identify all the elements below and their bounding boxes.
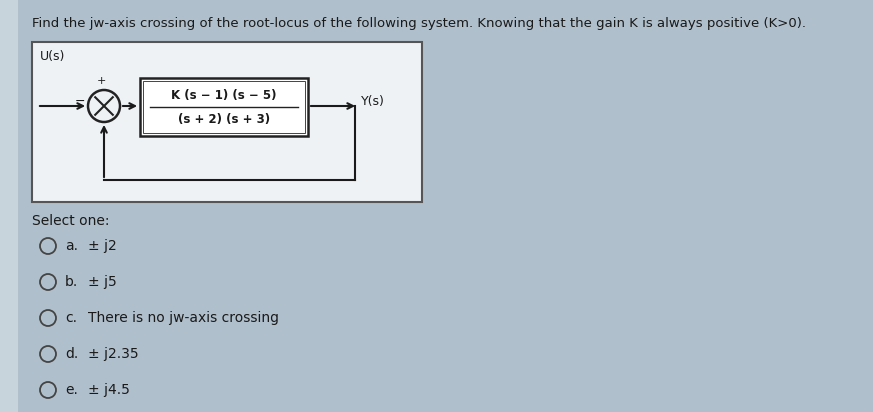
Text: e.: e. (65, 383, 78, 397)
Text: There is no jw-axis crossing: There is no jw-axis crossing (88, 311, 279, 325)
Bar (140, 78, 308, 136)
Text: c.: c. (65, 311, 77, 325)
Text: b.: b. (65, 275, 79, 289)
Text: Select one:: Select one: (32, 214, 109, 228)
Text: d.: d. (65, 347, 79, 361)
Text: ± j5: ± j5 (88, 275, 117, 289)
Bar (0, 0, 18, 412)
Text: ± j4.5: ± j4.5 (88, 383, 130, 397)
Text: U(s): U(s) (40, 50, 65, 63)
Text: (s + 2) (s + 3): (s + 2) (s + 3) (178, 113, 270, 126)
Text: Y(s): Y(s) (361, 94, 385, 108)
Text: ± j2: ± j2 (88, 239, 117, 253)
Text: +: + (96, 76, 106, 86)
Bar (32, 42, 422, 202)
Text: ± j2.35: ± j2.35 (88, 347, 139, 361)
Bar (143, 81, 305, 133)
Text: Find the jw-axis crossing of the root-locus of the following system. Knowing tha: Find the jw-axis crossing of the root-lo… (32, 17, 806, 30)
Text: −: − (74, 94, 85, 108)
Text: a.: a. (65, 239, 78, 253)
Text: K (s − 1) (s − 5): K (s − 1) (s − 5) (171, 89, 277, 102)
